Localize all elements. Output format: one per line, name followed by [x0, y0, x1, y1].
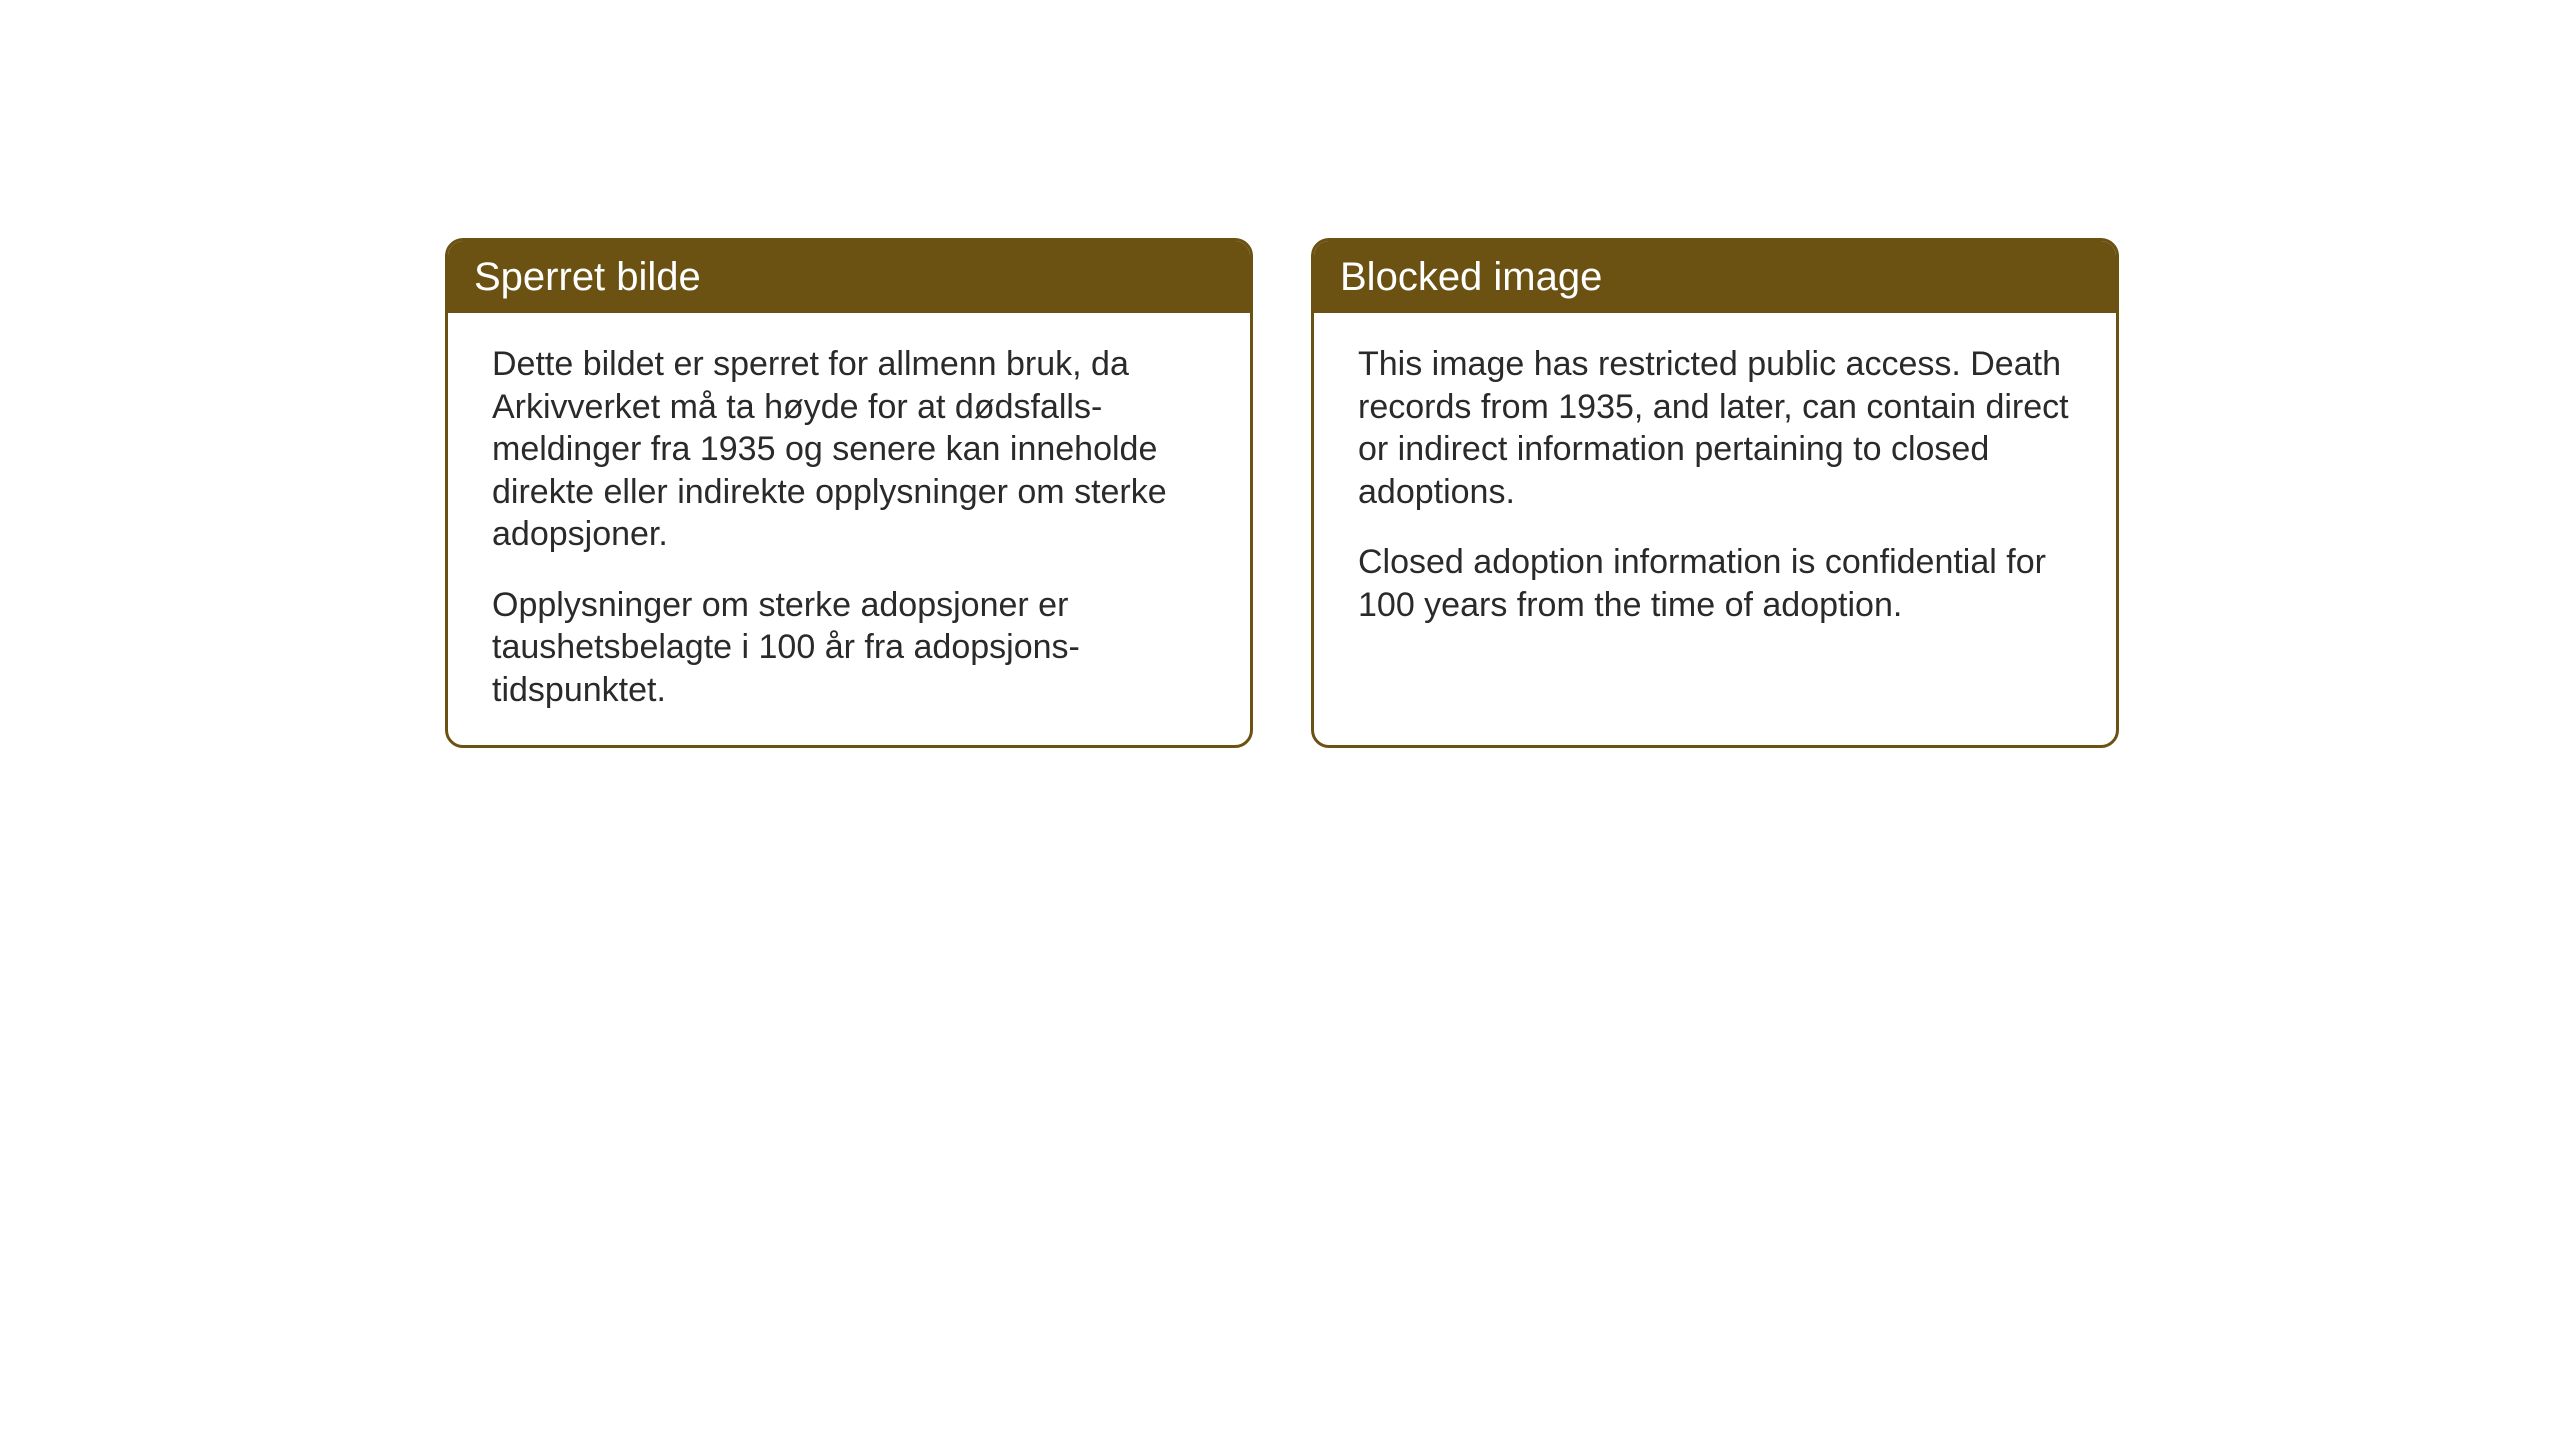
- norwegian-card-title: Sperret bilde: [448, 241, 1250, 313]
- norwegian-card-body: Dette bildet er sperret for allmenn bruk…: [448, 313, 1250, 741]
- norwegian-card: Sperret bilde Dette bildet er sperret fo…: [445, 238, 1253, 748]
- english-paragraph-2: Closed adoption information is confident…: [1358, 541, 2072, 626]
- cards-container: Sperret bilde Dette bildet er sperret fo…: [445, 238, 2119, 748]
- norwegian-paragraph-2: Opplysninger om sterke adopsjoner er tau…: [492, 584, 1206, 712]
- english-card: Blocked image This image has restricted …: [1311, 238, 2119, 748]
- norwegian-paragraph-1: Dette bildet er sperret for allmenn bruk…: [492, 343, 1206, 556]
- english-card-body: This image has restricted public access.…: [1314, 313, 2116, 656]
- english-card-title: Blocked image: [1314, 241, 2116, 313]
- english-paragraph-1: This image has restricted public access.…: [1358, 343, 2072, 513]
